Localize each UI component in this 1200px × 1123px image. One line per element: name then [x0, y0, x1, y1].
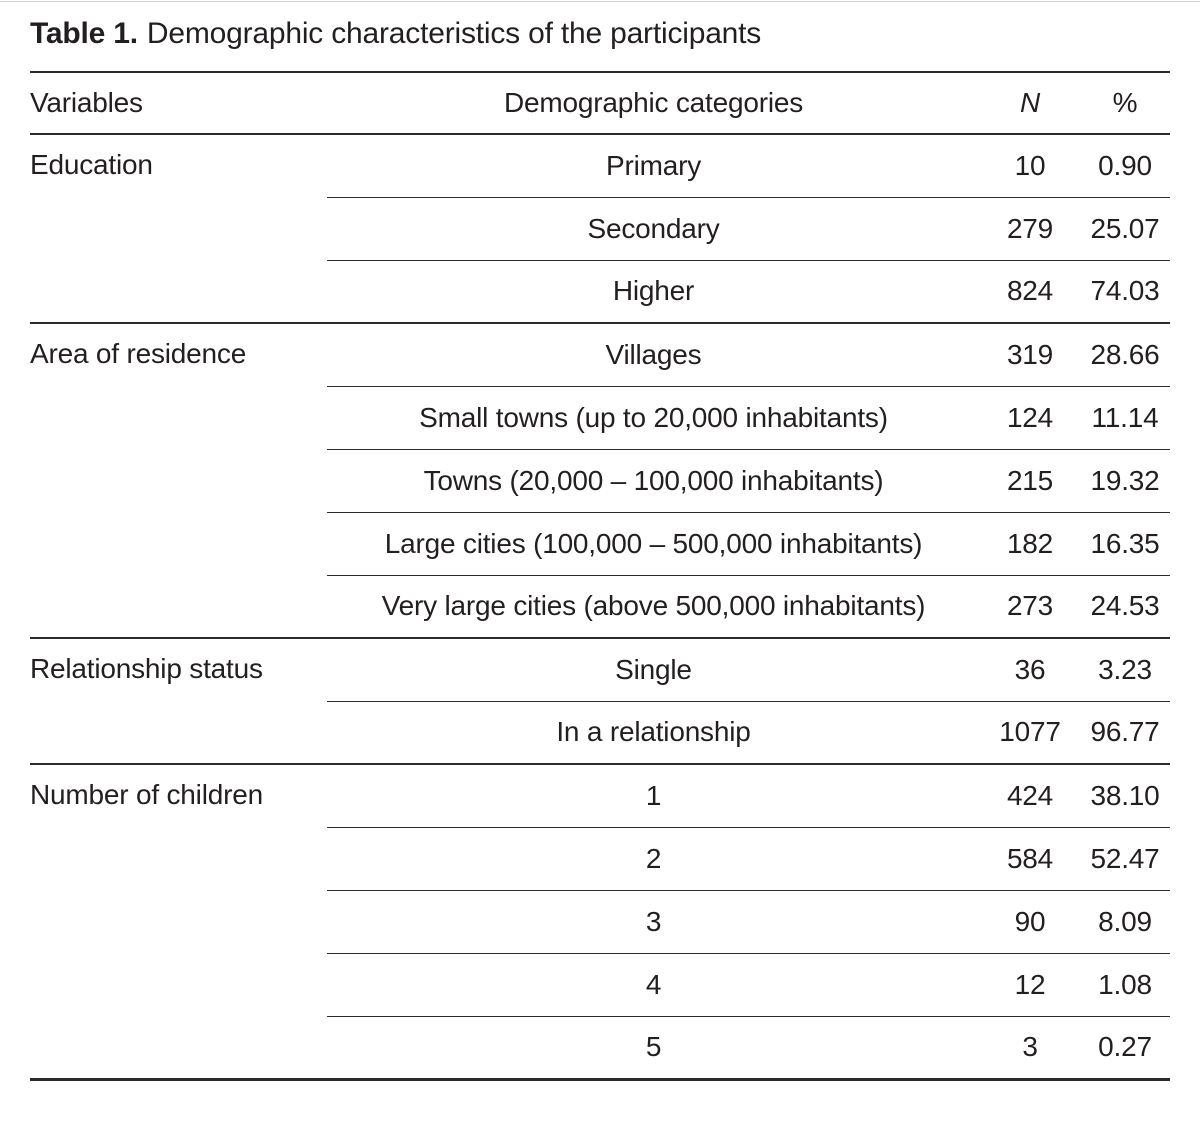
percent-cell: 11.14 — [1080, 386, 1170, 450]
n-cell: 3 — [1022, 1031, 1038, 1062]
table-row: Relationship status Single 36 3.23 — [30, 638, 1170, 765]
n-cell: 424 — [980, 764, 1080, 828]
table-row: 2 584 52.47 — [30, 827, 1170, 891]
category-cell: 1 — [327, 764, 980, 828]
category-cell: Single — [327, 638, 980, 702]
n-cell: 273 — [980, 575, 1080, 639]
category-cell: Primary — [327, 134, 980, 198]
table-row: 5 3 0.27 — [30, 1016, 1170, 1079]
column-header-categories: Demographic categories — [327, 72, 980, 135]
table-row: Higher 824 74.03 — [30, 260, 1170, 324]
n-cell: 12 — [980, 953, 1080, 1017]
n-cell: 215 — [980, 449, 1080, 513]
n-cell: 319 — [980, 323, 1080, 387]
table-row: Large cities (100,000 – 500,000 inhabita… — [30, 512, 1170, 576]
n-cell: 10 — [980, 134, 1080, 198]
table-row: Very large cities (above 500,000 inhabit… — [30, 575, 1170, 639]
percent-cell: 8.09 — [1080, 890, 1170, 954]
table-row: Number of children 1 424 38.10 — [30, 764, 1170, 1080]
category-cell: Higher — [327, 260, 980, 324]
category-cell: Villages — [327, 323, 980, 387]
percent-cell: 1.08 — [1080, 953, 1170, 1017]
percent-cell: 28.66 — [1080, 323, 1170, 387]
category-cell: 5 — [645, 1031, 662, 1062]
table-title-label: Table 1. — [30, 17, 138, 50]
table-row: 4 12 1.08 — [30, 953, 1170, 1017]
header-row: Variables Demographic categories N % — [30, 72, 1170, 135]
category-cell: 3 — [327, 890, 980, 954]
category-cell: Large cities (100,000 – 500,000 inhabita… — [327, 512, 980, 576]
table-row: Secondary 279 25.07 — [30, 197, 1170, 261]
table-title: Table 1. Demographic characteristics of t… — [30, 0, 1170, 71]
table-title-text: Demographic characteristics of the parti… — [146, 17, 762, 50]
n-cell: 124 — [980, 386, 1080, 450]
percent-cell: 25.07 — [1080, 197, 1170, 261]
variable-label-education: Education — [30, 134, 327, 324]
column-header-variables: Variables — [30, 72, 327, 135]
percent-cell: 38.10 — [1080, 764, 1170, 828]
percent-cell: 0.90 — [1080, 134, 1170, 198]
demographics-table: Variables Demographic categories N % Edu… — [30, 71, 1170, 1081]
variable-label-number-of-children: Number of children — [30, 764, 327, 1080]
table-row: 3 90 8.09 — [30, 890, 1170, 954]
table-row: Towns (20,000 – 100,000 inhabitants) 215… — [30, 449, 1170, 513]
page-top-hairline — [0, 1, 1200, 2]
category-cell: Secondary — [327, 197, 980, 261]
percent-cell: 96.77 — [1080, 701, 1170, 765]
category-cell: In a relationship — [327, 701, 980, 765]
category-cell: Small towns (up to 20,000 inhabitants) — [327, 386, 980, 450]
n-cell: 90 — [980, 890, 1080, 954]
percent-cell: 19.32 — [1080, 449, 1170, 513]
table-row: Small towns (up to 20,000 inhabitants) 1… — [30, 386, 1170, 450]
column-header-percent: % — [1080, 72, 1170, 135]
n-cell: 824 — [980, 260, 1080, 324]
category-cell: Very large cities (above 500,000 inhabit… — [327, 575, 980, 639]
category-cell: 4 — [327, 953, 980, 1017]
percent-cell: 0.27 — [1098, 1031, 1152, 1062]
percent-cell: 52.47 — [1080, 827, 1170, 891]
category-cell: Towns (20,000 – 100,000 inhabitants) — [327, 449, 980, 513]
variable-label-relationship-status: Relationship status — [30, 638, 327, 765]
n-cell: 584 — [980, 827, 1080, 891]
table-row: Area of residence Villages 319 28.66 — [30, 323, 1170, 639]
percent-cell: 24.53 — [1080, 575, 1170, 639]
n-cell: 36 — [980, 638, 1080, 702]
page: Table 1. Demographic characteristics of t… — [30, 0, 1170, 1081]
percent-cell: 74.03 — [1080, 260, 1170, 324]
n-cell: 279 — [980, 197, 1080, 261]
table-row: In a relationship 1077 96.77 — [30, 701, 1170, 765]
percent-cell: 16.35 — [1080, 512, 1170, 576]
percent-cell: 3.23 — [1080, 638, 1170, 702]
category-cell: 2 — [327, 827, 980, 891]
n-cell: 1077 — [980, 701, 1080, 765]
n-cell: 182 — [980, 512, 1080, 576]
column-header-n: N — [980, 72, 1080, 135]
table-row: Education Primary 10 0.90 — [30, 134, 1170, 324]
variable-label-area-of-residence: Area of residence — [30, 323, 327, 639]
